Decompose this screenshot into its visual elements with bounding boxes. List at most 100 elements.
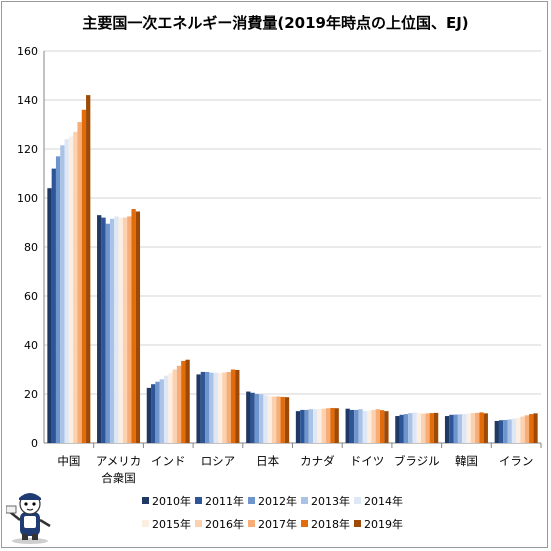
bar — [371, 409, 376, 443]
bar — [181, 360, 186, 443]
bar — [529, 414, 534, 443]
x-tick-label: ロシア — [201, 454, 236, 468]
bar — [97, 215, 102, 443]
bar — [176, 365, 182, 443]
bar — [462, 414, 467, 443]
bar — [263, 395, 268, 443]
bar — [105, 223, 110, 443]
bar — [246, 391, 251, 443]
bar — [412, 412, 417, 443]
chart-title: 主要国一次エネルギー消費量(2019年時点の上位国、EJ) — [82, 14, 469, 32]
bar — [235, 369, 240, 443]
x-tick-label: イラン — [499, 454, 534, 468]
bar — [205, 371, 210, 443]
bar — [135, 211, 141, 443]
mascot-icon — [6, 493, 51, 544]
bar — [101, 217, 106, 443]
bar — [325, 408, 331, 443]
bar — [81, 109, 87, 444]
bar — [226, 371, 231, 443]
bar — [375, 409, 380, 443]
legend-label: 2013年 — [311, 494, 350, 508]
bar — [284, 397, 290, 443]
bar — [449, 414, 454, 443]
bar — [163, 375, 169, 443]
bar — [230, 369, 236, 443]
bar — [429, 413, 434, 443]
bar — [479, 412, 484, 443]
bar — [109, 218, 115, 443]
bar — [466, 413, 471, 443]
bar — [280, 396, 285, 443]
bar — [403, 414, 409, 443]
y-tick-label: 60 — [24, 290, 38, 303]
legend-label: 2014年 — [364, 494, 403, 508]
bar — [159, 379, 164, 443]
bar — [131, 209, 136, 443]
bar — [172, 369, 177, 443]
legend-swatch — [248, 497, 255, 504]
bar — [68, 136, 74, 443]
x-tick-label: 中国 — [57, 454, 80, 468]
bar — [349, 409, 355, 443]
legend-label: 2019年 — [364, 517, 403, 531]
bar — [358, 409, 363, 443]
bar — [146, 387, 152, 443]
bar — [453, 414, 458, 443]
legend-swatch — [301, 520, 308, 527]
bar — [444, 416, 450, 443]
legend-label: 2015年 — [152, 517, 191, 531]
bar — [168, 373, 173, 443]
x-tick-label: インド — [151, 454, 186, 468]
bar — [222, 372, 227, 443]
bar — [494, 420, 499, 443]
bar — [321, 408, 326, 443]
y-tick-label: 160 — [17, 45, 38, 58]
bar — [313, 409, 318, 443]
legend-label: 2017年 — [258, 517, 297, 531]
bar — [433, 412, 439, 443]
bar — [55, 156, 61, 443]
y-tick-label: 20 — [24, 388, 38, 401]
legend-label: 2018年 — [311, 517, 350, 531]
bar — [354, 409, 359, 443]
bar — [86, 95, 91, 443]
legend-swatch — [301, 497, 308, 504]
y-tick-label: 120 — [17, 143, 38, 156]
legend-swatch — [142, 497, 149, 504]
bar — [213, 372, 218, 443]
x-tick-label: ブラジル — [394, 454, 440, 468]
bar — [122, 217, 128, 443]
legend-label: 2010年 — [152, 494, 191, 508]
bar — [51, 168, 56, 443]
legend-swatch — [142, 520, 149, 527]
bar — [503, 419, 508, 443]
bar — [250, 392, 255, 443]
bar — [217, 373, 223, 443]
bar — [483, 413, 488, 443]
bar — [151, 384, 156, 443]
bar — [470, 413, 476, 443]
bar — [271, 396, 277, 443]
bar — [334, 408, 339, 443]
bar — [114, 216, 119, 443]
bar — [196, 374, 201, 443]
bar — [295, 411, 301, 443]
bar — [259, 394, 264, 443]
bar — [73, 131, 78, 443]
bar — [276, 396, 281, 443]
bar — [524, 415, 530, 443]
y-tick-label: 40 — [24, 339, 38, 352]
bar — [475, 412, 480, 443]
legend-swatch — [195, 497, 202, 504]
bar — [300, 409, 305, 443]
bar — [308, 409, 314, 443]
y-tick-label: 100 — [17, 192, 38, 205]
x-tick-label: 韓国 — [455, 454, 478, 468]
bar — [362, 410, 368, 443]
legend-swatch — [354, 520, 361, 527]
bar — [317, 408, 322, 443]
legend-label: 2011年 — [205, 494, 244, 508]
y-tick-label: 140 — [17, 94, 38, 107]
